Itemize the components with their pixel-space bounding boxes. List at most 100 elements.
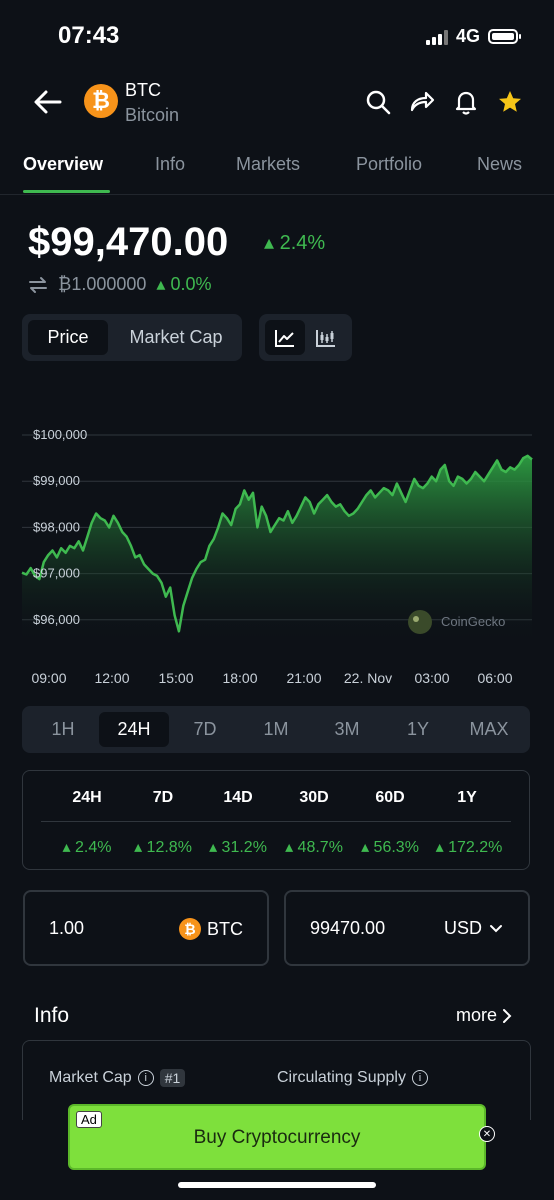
perf-60d-text: 56.3% bbox=[373, 839, 419, 856]
btc-price-line: ₿1.000000 ▴ 0.0% bbox=[28, 274, 211, 295]
market-cap-toggle-button[interactable]: Market Cap bbox=[129, 327, 223, 347]
price-change: ▴ 2.4% bbox=[264, 232, 326, 254]
fiat-amount-input[interactable]: 99470.00 USD bbox=[284, 890, 530, 966]
perf-value-24h: ▴ 2.4% bbox=[62, 839, 112, 856]
price-chart[interactable]: $100,000 $99,000 $98,000 $97,000 $96,000 09:… bbox=[0, 410, 554, 710]
info-card: Market Cap i #1 Circulating Supply i bbox=[22, 1040, 531, 1120]
perf-value-1y: ▴ 172.2% bbox=[435, 839, 503, 856]
back-arrow-icon[interactable] bbox=[30, 86, 66, 118]
candlestick-icon bbox=[316, 329, 335, 347]
x-tick-label: 12:00 bbox=[94, 670, 129, 686]
price-toggle-button[interactable]: Price bbox=[28, 320, 108, 355]
circulating-supply-label: Circulating Supply bbox=[277, 1069, 406, 1086]
tab-news[interactable]: News bbox=[477, 154, 523, 174]
x-tick-label: 09:00 bbox=[31, 670, 66, 686]
coin-name: Bitcoin bbox=[125, 105, 180, 125]
tab-info[interactable]: Info bbox=[155, 154, 186, 174]
chart-line bbox=[21, 454, 533, 633]
fiat-amount-value: 99470.00 bbox=[310, 918, 386, 938]
range-24h[interactable]: 24H bbox=[99, 712, 169, 747]
perf-24h-text: 2.4% bbox=[75, 839, 112, 856]
x-tick-label: 21:00 bbox=[286, 670, 321, 686]
tab-markets[interactable]: Markets bbox=[236, 154, 301, 174]
line-chart-button[interactable] bbox=[265, 320, 305, 355]
perf-header-24h: 24H bbox=[72, 789, 102, 806]
range-1h[interactable]: 1H bbox=[51, 719, 75, 739]
more-link-label: more bbox=[456, 1005, 498, 1025]
star-icon[interactable] bbox=[496, 88, 524, 116]
search-icon[interactable] bbox=[364, 88, 392, 116]
battery-icon bbox=[488, 29, 521, 44]
crypto-unit-label: BTC bbox=[207, 918, 243, 939]
range-1y[interactable]: 1Y bbox=[406, 719, 430, 739]
home-indicator[interactable] bbox=[178, 1182, 376, 1188]
coin-symbol: BTC bbox=[125, 80, 161, 100]
btc-change: ▴ 0.0% bbox=[156, 274, 212, 294]
tab-overview[interactable]: Overview bbox=[23, 154, 104, 174]
range-1m[interactable]: 1M bbox=[263, 719, 289, 739]
market-cap-label: Market Cap bbox=[49, 1069, 132, 1086]
x-tick-label: 22. Nov bbox=[344, 670, 392, 686]
time-range-selector: 1H 24H 7D 1M 3M 1Y MAX bbox=[22, 706, 530, 753]
x-tick-label: 18:00 bbox=[222, 670, 257, 686]
signal-icon bbox=[425, 29, 448, 45]
active-tab-indicator bbox=[23, 190, 110, 193]
network-type: 4G bbox=[455, 26, 480, 46]
chevron-down-icon bbox=[490, 924, 502, 932]
info-circle-icon[interactable]: i bbox=[137, 1070, 154, 1086]
crypto-amount-value: 1.00 bbox=[49, 918, 85, 938]
more-link[interactable]: more bbox=[456, 1005, 513, 1026]
range-7d[interactable]: 7D bbox=[193, 719, 217, 739]
info-section-title: Info bbox=[34, 1004, 70, 1027]
perf-header-60d: 60D bbox=[375, 789, 405, 806]
circulating-supply-row: Circulating Supply i bbox=[277, 1069, 428, 1087]
bell-icon[interactable] bbox=[452, 88, 480, 116]
perf-header-7d: 7D bbox=[152, 789, 174, 806]
tab-bar: Overview Info Markets Portfolio News bbox=[0, 150, 554, 195]
perf-divider bbox=[41, 821, 511, 822]
info-circle-icon[interactable]: i bbox=[411, 1070, 428, 1086]
perf-30d-text: 48.7% bbox=[297, 839, 343, 856]
ad-banner[interactable]: Ad Buy Cryptocurrency bbox=[68, 1104, 486, 1170]
candlestick-chart-button[interactable] bbox=[306, 320, 346, 355]
ad-close-icon[interactable]: ✕ bbox=[479, 1126, 495, 1142]
x-tick-label: 06:00 bbox=[477, 670, 512, 686]
perf-value-14d: ▴ 31.2% bbox=[209, 839, 267, 856]
chart-style-toggle bbox=[259, 314, 352, 361]
price-value: $99,470.00 bbox=[28, 220, 229, 264]
perf-7d-text: 12.8% bbox=[146, 839, 192, 856]
perf-value-60d: ▴ 56.3% bbox=[361, 839, 419, 856]
chevron-right-icon bbox=[503, 1008, 512, 1023]
watermark-text: CoinGecko bbox=[441, 614, 505, 629]
price-change-value: 2.4% bbox=[279, 232, 326, 254]
perf-1y-text: 172.2% bbox=[448, 839, 503, 856]
crypto-amount-input[interactable]: 1.00 ₿ BTC bbox=[23, 890, 269, 966]
chart-area bbox=[22, 455, 532, 645]
fiat-currency-select[interactable]: USD bbox=[444, 918, 504, 939]
perf-value-30d: ▴ 48.7% bbox=[285, 839, 343, 856]
ad-label: Buy Cryptocurrency bbox=[193, 1127, 361, 1148]
perf-header-14d: 14D bbox=[223, 789, 253, 806]
ad-tag: Ad bbox=[76, 1111, 102, 1128]
y-tick-label: $98,000 bbox=[33, 519, 80, 534]
status-bar-right: 4G bbox=[425, 26, 521, 47]
y-tick-label: $99,000 bbox=[33, 473, 80, 488]
btc-change-value: 0.0% bbox=[170, 274, 212, 294]
chart-metric-toggle: Price Market Cap bbox=[22, 314, 242, 361]
x-tick-label: 15:00 bbox=[158, 670, 193, 686]
y-tick-label: $96,000 bbox=[33, 612, 80, 627]
tab-portfolio[interactable]: Portfolio bbox=[356, 154, 423, 174]
range-3m[interactable]: 3M bbox=[334, 719, 360, 739]
perf-header-30d: 30D bbox=[299, 789, 329, 806]
perf-14d-text: 31.2% bbox=[221, 839, 267, 856]
fiat-currency-label: USD bbox=[443, 918, 482, 938]
performance-table: 24H 7D 14D 30D 60D 1Y ▴ 2.4% ▴ 12.8% ▴ 3… bbox=[22, 770, 530, 870]
x-tick-label: 03:00 bbox=[414, 670, 449, 686]
y-tick-label: $97,000 bbox=[33, 566, 80, 581]
y-tick-label: $100,000 bbox=[33, 427, 87, 442]
share-icon[interactable] bbox=[408, 88, 436, 116]
perf-value-7d: ▴ 12.8% bbox=[134, 839, 192, 856]
range-max[interactable]: MAX bbox=[469, 719, 509, 739]
line-chart-icon bbox=[275, 329, 294, 347]
perf-header-1y: 1Y bbox=[457, 789, 477, 806]
